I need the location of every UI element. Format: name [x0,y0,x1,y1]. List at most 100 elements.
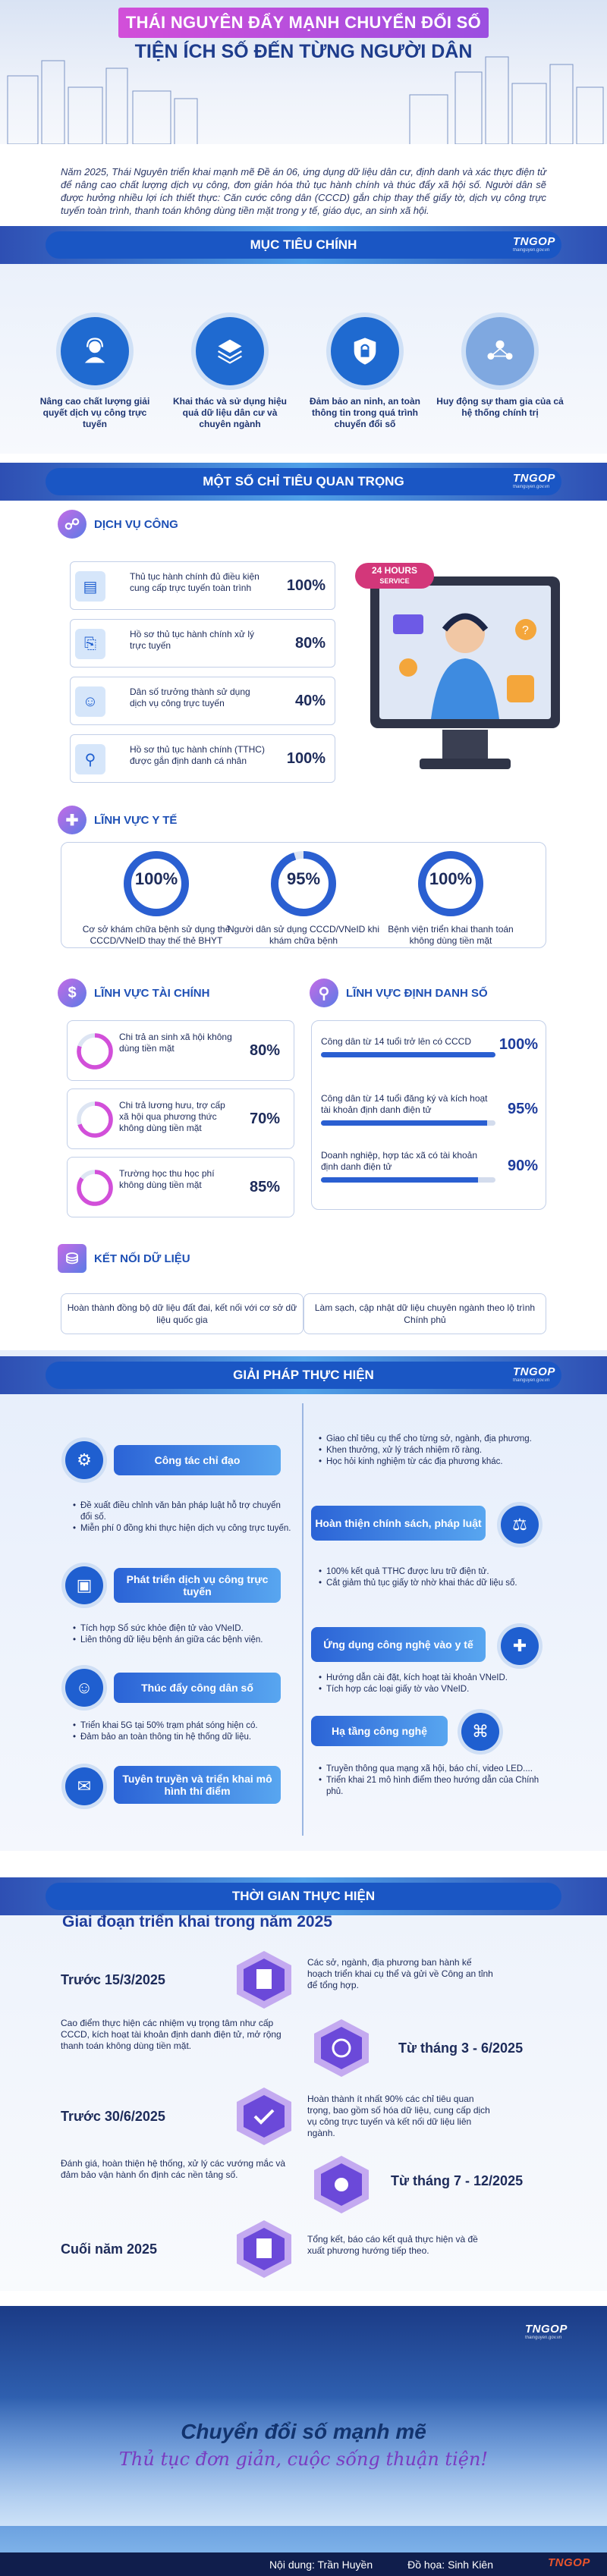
row-label: Chi trả lương hưu, trợ cấp xã hội qua ph… [119,1100,225,1133]
timeline-text: Đánh giá, hoàn thiện hệ thống, xử lý các… [61,2158,286,2180]
citizen-icon: ☺ [65,1669,103,1707]
header-banner: THÁI NGUYÊN ĐẨY MẠNH CHUYỂN ĐỔI SỐ TIỆN … [0,0,607,144]
timeline-text: Cao điểm thực hiện các nhiệm vụ trọng tâ… [61,2018,281,2051]
row-value: 70% [249,1111,280,1127]
timeline-text: Tổng kết, báo cáo kết quả thực hiện và đ… [307,2234,478,2256]
progress-ring: 100% [121,848,192,919]
health-heading: ✚ LĨNH VỰC Y TẾ [58,806,177,834]
finance-heading: $ LĨNH VỰC TÀI CHÍNH [58,979,209,1007]
solution-label: Tuyên truyền và triển khai mô hình thí đ… [114,1766,281,1804]
goals-band: MỤC TIÊU CHÍNH TNGOP thainguyen.gov.vn [0,226,607,264]
money-bag-icon: $ [58,979,86,1007]
timeline-title: Giai đoạn triển khai trong năm 2025 [62,1913,332,1930]
id-magnifier-icon: ⚲ [310,979,338,1007]
tngop-logo: TNGOP thainguyen.gov.vn [513,472,555,489]
solution-bullets: Giao chỉ tiêu cụ thể cho từng sở, ngành,… [319,1434,554,1468]
page-title: THÁI NGUYÊN ĐẨY MẠNH CHUYỂN ĐỔI SỐ [125,13,482,32]
design-credit: Đồ họa: Sinh Kiên [407,2558,493,2571]
solution-bullets: Truyền thông qua mạng xã hội, báo chí, v… [319,1764,554,1798]
goal-label: Nâng cao chất lượng giải quyết dịch vụ c… [39,396,150,429]
24h-service-badge: 24 HOURS SERVICE [355,563,434,589]
solution-label: Phát triển dịch vụ công trực tuyến [114,1568,281,1603]
svg-text:?: ? [522,624,529,637]
network-infrastructure-icon: ⌘ [461,1713,499,1751]
data-connection-box: Hoàn thành đồng bộ dữ liệu đất đai, kết … [61,1293,304,1334]
row-value: 80% [294,635,326,652]
megaphone-icon: ✉ [65,1767,103,1805]
goals-heading-bar: MỤC TIÊU CHÍNH [46,231,561,259]
people-network-icon [466,317,534,385]
support-agent-icon [61,317,129,385]
content-credit: Nội dung: Trần Huyền [269,2558,373,2571]
gear-settings-icon [314,2156,369,2213]
page-subtitle: TIỆN ÍCH SỐ ĐẾN TỪNG NGƯỜI DÂN [134,41,473,62]
goal-label: Khai thác và sử dụng hiệu quả dữ liệu dâ… [172,396,288,429]
solution-bullets: Hướng dẫn cài đặt, kích hoạt tài khoản V… [319,1673,554,1695]
goal-item: Nâng cao chất lượng giải quyết dịch vụ c… [30,317,159,430]
stat-label: Người dân sử dụng CCCD/VNeID khi khám ch… [228,924,380,946]
center-divider [302,1403,304,1836]
solution-label: Hạ tầng công nghệ [311,1716,448,1746]
city-skyline-illustration [7,56,604,144]
ring-fill [77,1170,113,1206]
public-service-row: ☺ Dân số trưởng thành sử dụng dịch vụ cô… [70,677,335,725]
goals-section: MỤC TIÊU CHÍNH TNGOP thainguyen.gov.vn Nâ… [0,226,607,454]
progress-ring: 100% [415,848,486,919]
finance-row: Chi trả lương hưu, trợ cấp xã hội qua ph… [67,1089,294,1149]
checklist-icon [237,2088,291,2145]
row-label: Doanh nghiệp, hợp tác xã có tài khoản đị… [321,1150,478,1172]
footer-banner: TNGOP thainguyen.gov.vn [0,2306,607,2576]
row-label: Hồ sơ thủ tục hành chính (TTHC) được gắn… [130,744,265,766]
solution-bullets: 100% kết quả TTHC được lưu trữ điện tử.C… [319,1566,554,1589]
solutions-heading-bar: GIẢI PHÁP THỰC HIỆN [46,1362,561,1389]
identity-row: Công dân từ 14 tuổi trở lên có CCCD 100% [321,1036,538,1057]
targets-heading: MỘT SỐ CHỈ TIÊU QUAN TRỌNG [203,474,404,488]
solution-bullets: Đề xuất điều chỉnh văn bản pháp luật hỗ … [73,1500,293,1535]
timeline-band: THỜI GIAN THỰC HIỆN [0,1877,607,1915]
solution-bullets: Tích hợp Sổ sức khỏe điện tử vào VNeID.L… [73,1623,293,1646]
timeline-date: Từ tháng 3 - 6/2025 [398,2040,524,2056]
row-label: Trường học thu học phí không dùng tiền m… [119,1168,215,1190]
timeline-date: Từ tháng 7 - 12/2025 [391,2173,524,2188]
timeline-date: Trước 15/3/2025 [61,1972,165,1987]
data-connection-box: Làm sạch, cập nhật dữ liệu chuyên ngành … [304,1293,546,1334]
gavel-icon: ⚖ [501,1506,539,1544]
footer-tagline: Thủ tục đơn giản, cuộc sống thuận tiện! [118,2449,489,2470]
ring-fill [124,851,189,916]
report-icon [237,2220,291,2278]
identity-row: Công dân từ 14 tuổi đăng ký và kích hoạt… [321,1093,538,1126]
solutions-heading: GIẢI PHÁP THỰC HIỆN [233,1368,374,1382]
identity-row: Doanh nghiệp, hợp tác xã có tài khoản đị… [321,1150,538,1183]
solution-label: Thúc đẩy công dân số [114,1673,281,1703]
row-label: Thủ tục hành chính đủ điều kiện cung cấp… [130,571,259,593]
online-form-icon: ▤ [75,571,105,602]
stat-label: Bệnh viện triển khai thanh toán không dù… [388,924,514,946]
identity-heading: ⚲ LĨNH VỰC ĐỊNH DANH SỐ [310,979,488,1007]
timeline-date: Trước 30/6/2025 [61,2109,165,2124]
globe-people-icon: ☍ [58,510,86,539]
ring-fill [271,851,336,916]
row-label: Chi trả an sinh xã hội không dùng tiền m… [119,1032,232,1054]
row-value: 100% [498,1036,538,1053]
row-value: 85% [249,1179,280,1195]
data-connection-heading: ⛁ KẾT NỐI DỮ LIỆU [58,1244,190,1273]
ring-fill [77,1033,113,1070]
health-stat: 100% Bệnh viện triển khai thanh toán khô… [375,848,527,947]
footer-slogan: Chuyển đổi số mạnh mẽ [181,2420,426,2443]
finance-row: Trường học thu học phí không dùng tiền m… [67,1157,294,1217]
plan-document-icon [237,1951,291,2009]
goals-heading: MỤC TIÊU CHÍNH [250,237,357,252]
goal-label: Đảm bảo an ninh, an toàn thông tin trong… [309,396,420,429]
solution-label: Công tác chỉ đạo [114,1445,281,1475]
targets-heading-bar: MỘT SỐ CHỈ TIÊU QUAN TRỌNG [46,468,561,495]
ring-fill [77,1101,113,1138]
targets-band: MỘT SỐ CHỈ TIÊU QUAN TRỌNG TNGOP thainguy… [0,463,607,501]
solution-bullets: Triển khai 5G tại 50% trạm phát sóng hiệ… [73,1720,293,1743]
goal-item: Khai thác và sử dụng hiệu quả dữ liệu dâ… [165,317,294,430]
tngop-logo: TNGOP thainguyen.gov.vn [513,235,555,253]
row-value: 95% [507,1101,538,1117]
timeline-text: Hoàn thành ít nhất 90% các chỉ tiêu quan… [307,2094,490,2138]
tngop-logo: TNGOP thainguyen.gov.vn [525,2323,568,2340]
public-service-row: ▤ Thủ tục hành chính đủ điều kiện cung c… [70,561,335,610]
